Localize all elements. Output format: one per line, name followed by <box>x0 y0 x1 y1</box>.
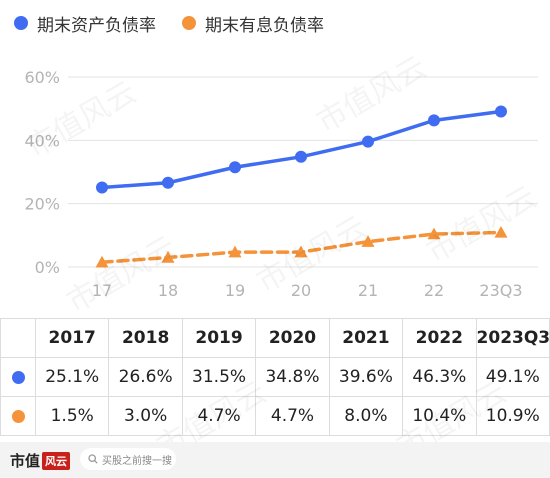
y-tick-label: 60% <box>24 68 60 87</box>
series-color-dot <box>11 370 25 384</box>
search-box[interactable]: 买股之前搜一搜 <box>80 448 176 470</box>
line-chart: 60% 40% 20% 0% 17 18 19 20 21 22 23Q3 <box>24 68 538 300</box>
row-marker-cell <box>0 396 36 436</box>
data-point <box>427 227 441 240</box>
data-point <box>361 235 375 247</box>
table-cell: 8.0% <box>328 396 404 436</box>
table-cell: 10.4% <box>402 396 477 436</box>
table-cell: 1.5% <box>34 396 110 436</box>
y-tick-label: 40% <box>24 131 60 150</box>
data-point <box>96 181 108 194</box>
legend-marker <box>14 16 28 30</box>
search-placeholder: 买股之前搜一搜 <box>102 455 172 467</box>
table-cell: 4.7% <box>181 396 257 436</box>
data-point <box>228 245 242 258</box>
data-point <box>428 114 440 127</box>
y-tick-label: 20% <box>24 195 60 214</box>
brand-mark: 风云 <box>42 452 71 470</box>
table-cell: 4.7% <box>255 396 330 436</box>
data-point <box>362 135 374 148</box>
x-tick-label: 19 <box>225 281 245 300</box>
legend-item-asset-liability: 期末资产负债率 <box>14 11 156 36</box>
x-tick-label: 23Q3 <box>479 281 522 300</box>
table-cell: 26.6% <box>108 357 183 397</box>
table-header-cell: 2022 <box>402 318 477 358</box>
data-point <box>229 161 241 174</box>
table-row: 1.5% 3.0% 4.7% 4.7% 8.0% 10.4% 10.9% <box>0 396 550 436</box>
data-point <box>162 176 174 189</box>
data-point <box>295 150 307 163</box>
table-corner-cell <box>0 318 36 358</box>
data-point <box>161 251 175 263</box>
legend-label: 期末资产负债率 <box>37 15 156 36</box>
table-header-cell: 2021 <box>328 318 404 358</box>
x-tick-label: 22 <box>424 281 444 300</box>
legend-item-interest-bearing-debt: 期末有息负债率 <box>182 11 324 36</box>
x-tick-label: 20 <box>291 281 311 300</box>
table-header-cell: 2017 <box>34 318 110 358</box>
table-header-cell: 2018 <box>108 318 183 358</box>
table-header-cell: 2023Q3 <box>475 318 550 358</box>
data-point <box>294 245 308 258</box>
data-point <box>95 255 109 268</box>
search-icon <box>88 454 98 464</box>
x-tick-label: 18 <box>158 281 178 300</box>
x-tick-label: 17 <box>92 281 112 300</box>
series-color-dot <box>11 409 25 423</box>
row-marker-cell <box>0 357 36 397</box>
table-cell: 10.9% <box>475 396 550 436</box>
y-tick-label: 0% <box>35 258 60 277</box>
table-cell: 3.0% <box>108 396 183 436</box>
table-cell: 46.3% <box>402 357 477 397</box>
table-cell: 39.6% <box>328 357 404 397</box>
legend-marker <box>182 16 196 30</box>
data-point <box>495 105 507 118</box>
brand-name: 市值 <box>10 452 41 470</box>
table-cell: 34.8% <box>255 357 330 397</box>
table-header-cell: 2020 <box>255 318 330 358</box>
table-cell: 25.1% <box>34 357 110 397</box>
legend-label: 期末有息负债率 <box>205 15 324 36</box>
x-tick-label: 21 <box>358 281 378 300</box>
footer-bar: 市值 风云 买股之前搜一搜 <box>0 442 550 478</box>
table-cell: 31.5% <box>181 357 257 397</box>
data-point <box>494 225 508 238</box>
data-table: 2017 2018 2019 2020 2021 2022 2023Q3 25.… <box>0 318 550 436</box>
table-header-cell: 2019 <box>181 318 257 358</box>
table-header-row: 2017 2018 2019 2020 2021 2022 2023Q3 <box>0 318 550 358</box>
table-cell: 49.1% <box>475 357 550 397</box>
table-row: 25.1% 26.6% 31.5% 34.8% 39.6% 46.3% 49.1… <box>0 357 550 397</box>
series-line <box>100 109 503 190</box>
brand-logo: 市值 风云 <box>10 450 71 471</box>
chart-legend: 期末资产负债率 期末有息负债率 <box>14 10 324 36</box>
